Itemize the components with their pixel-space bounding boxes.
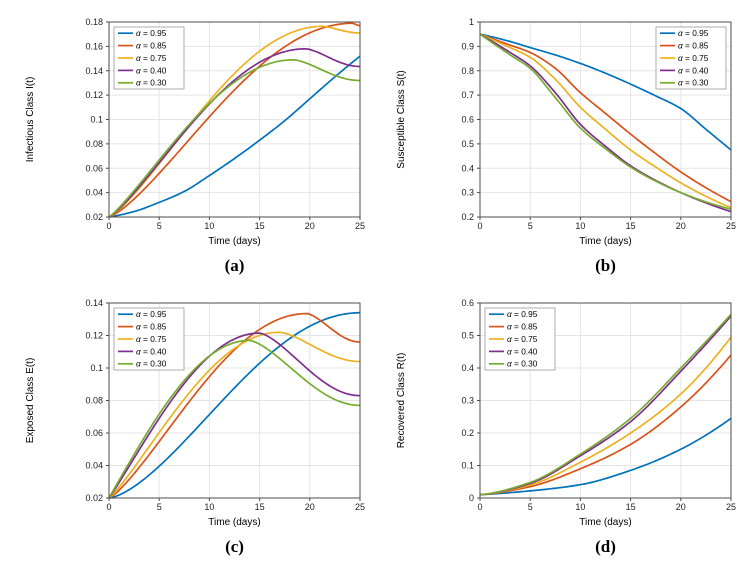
svg-text:α = 0.95: α = 0.95 (678, 28, 709, 38)
svg-text:0.3: 0.3 (461, 188, 474, 198)
svg-text:0: 0 (106, 502, 111, 512)
svg-text:0.04: 0.04 (85, 188, 103, 198)
svg-text:0.08: 0.08 (85, 396, 103, 406)
svg-text:0.5: 0.5 (461, 331, 474, 341)
svg-text:0.12: 0.12 (85, 90, 103, 100)
svg-text:0.02: 0.02 (85, 493, 103, 503)
svg-text:0.02: 0.02 (85, 212, 103, 222)
svg-text:10: 10 (575, 221, 585, 231)
svg-text:0.1: 0.1 (461, 461, 474, 471)
svg-text:Recovered Class R(t): Recovered Class R(t) (396, 353, 407, 449)
svg-text:α = 0.30: α = 0.30 (678, 78, 709, 88)
svg-text:10: 10 (575, 502, 585, 512)
svg-text:α = 0.40: α = 0.40 (678, 65, 709, 75)
svg-text:α = 0.95: α = 0.95 (136, 309, 167, 319)
svg-text:0.04: 0.04 (85, 461, 103, 471)
svg-text:0.2: 0.2 (461, 212, 474, 222)
svg-text:0.14: 0.14 (85, 66, 103, 76)
svg-text:25: 25 (355, 221, 365, 231)
svg-text:α = 0.95: α = 0.95 (136, 28, 167, 38)
svg-text:Infectious Class I(t): Infectious Class I(t) (25, 77, 36, 163)
svg-text:0.9: 0.9 (461, 41, 474, 51)
svg-text:α = 0.30: α = 0.30 (507, 359, 538, 369)
svg-text:25: 25 (726, 221, 736, 231)
svg-text:0: 0 (477, 502, 482, 512)
svg-text:15: 15 (626, 221, 636, 231)
svg-text:α = 0.75: α = 0.75 (678, 53, 709, 63)
svg-text:5: 5 (157, 221, 162, 231)
svg-text:0.3: 0.3 (461, 396, 474, 406)
svg-text:α = 0.85: α = 0.85 (507, 322, 538, 332)
svg-text:0.5: 0.5 (461, 139, 474, 149)
svg-text:0.12: 0.12 (85, 331, 103, 341)
svg-text:20: 20 (676, 221, 686, 231)
svg-text:0.7: 0.7 (461, 90, 474, 100)
svg-text:20: 20 (676, 502, 686, 512)
svg-text:0: 0 (106, 221, 111, 231)
svg-text:α = 0.30: α = 0.30 (136, 359, 167, 369)
svg-text:Time (days): Time (days) (208, 236, 260, 247)
svg-text:Exposed Class E(t): Exposed Class E(t) (25, 358, 36, 444)
svg-text:α = 0.75: α = 0.75 (136, 53, 167, 63)
svg-text:α = 0.40: α = 0.40 (136, 65, 167, 75)
svg-text:α = 0.85: α = 0.85 (136, 322, 167, 332)
svg-text:5: 5 (157, 502, 162, 512)
svg-text:20: 20 (305, 221, 315, 231)
svg-text:Time (days): Time (days) (208, 517, 260, 528)
svg-text:10: 10 (204, 221, 214, 231)
svg-text:Susceptible Class S(t): Susceptible Class S(t) (396, 70, 407, 168)
svg-text:20: 20 (305, 502, 315, 512)
svg-text:0.8: 0.8 (461, 66, 474, 76)
svg-text:α = 0.40: α = 0.40 (136, 346, 167, 356)
svg-text:0.2: 0.2 (461, 428, 474, 438)
svg-text:5: 5 (528, 221, 533, 231)
svg-text:0: 0 (477, 221, 482, 231)
svg-text:15: 15 (255, 221, 265, 231)
svg-text:0.06: 0.06 (85, 428, 103, 438)
svg-text:α = 0.85: α = 0.85 (136, 41, 167, 51)
svg-text:0.08: 0.08 (85, 139, 103, 149)
svg-text:0.16: 0.16 (85, 41, 103, 51)
svg-text:α = 0.75: α = 0.75 (136, 334, 167, 344)
svg-text:α = 0.30: α = 0.30 (136, 78, 167, 88)
svg-text:Time (days): Time (days) (579, 236, 631, 247)
svg-text:α = 0.85: α = 0.85 (678, 41, 709, 51)
svg-text:0: 0 (469, 493, 474, 503)
svg-text:0.4: 0.4 (461, 363, 474, 373)
svg-text:α = 0.75: α = 0.75 (507, 334, 538, 344)
svg-text:0.6: 0.6 (461, 115, 474, 125)
svg-text:Time (days): Time (days) (579, 517, 631, 528)
svg-text:15: 15 (255, 502, 265, 512)
svg-text:0.14: 0.14 (85, 298, 103, 308)
svg-text:25: 25 (355, 502, 365, 512)
svg-text:25: 25 (726, 502, 736, 512)
svg-text:α = 0.95: α = 0.95 (507, 309, 538, 319)
svg-text:10: 10 (204, 502, 214, 512)
svg-text:5: 5 (528, 502, 533, 512)
svg-text:0.1: 0.1 (90, 115, 103, 125)
svg-text:0.4: 0.4 (461, 163, 474, 173)
svg-text:0.6: 0.6 (461, 298, 474, 308)
svg-text:0.18: 0.18 (85, 17, 103, 27)
svg-text:α = 0.40: α = 0.40 (507, 346, 538, 356)
svg-text:0.06: 0.06 (85, 163, 103, 173)
svg-text:0.1: 0.1 (90, 363, 103, 373)
svg-text:1: 1 (469, 17, 474, 27)
svg-text:15: 15 (626, 502, 636, 512)
